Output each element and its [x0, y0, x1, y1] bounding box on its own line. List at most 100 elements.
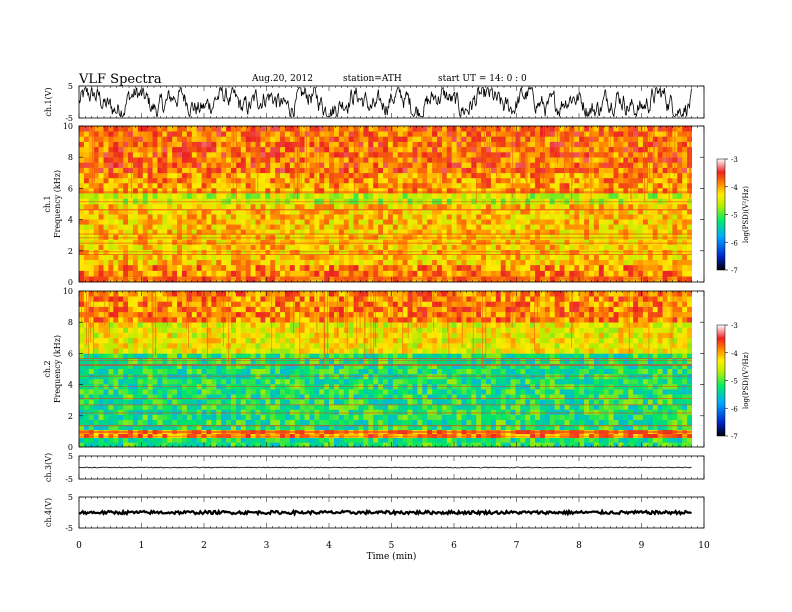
- spectrogram-cell: [471, 270, 477, 277]
- spectrogram-cell: [226, 264, 232, 271]
- spectrogram-cell: [167, 167, 173, 174]
- spectrogram-cell: [142, 214, 148, 220]
- spectrogram-cell: [162, 229, 168, 235]
- spectrogram-cell: [329, 244, 335, 250]
- spectrogram-cell: [510, 198, 516, 205]
- spectrogram-cell: [260, 404, 266, 410]
- spectrogram-cell: [505, 209, 511, 215]
- spectrogram-cell: [539, 244, 546, 250]
- spectrogram-cell: [309, 162, 315, 168]
- spectrogram-cell: [368, 162, 374, 168]
- spectrogram-cell: [422, 239, 428, 245]
- spectrogram-cell: [598, 141, 605, 148]
- spectrogram-cell: [505, 126, 511, 132]
- spectrogram-cell: [368, 177, 374, 184]
- spectrogram-cell: [324, 219, 330, 225]
- spectrogram-cell: [539, 414, 546, 420]
- spectrogram-cell: [260, 419, 266, 426]
- spectrogram-cell: [142, 270, 148, 277]
- spectrogram-cell: [157, 198, 163, 205]
- spectrogram-cell: [392, 442, 399, 448]
- spectrogram-cell: [280, 193, 286, 199]
- spectrogram-cell: [657, 198, 663, 205]
- spectrogram-cell: [319, 429, 325, 435]
- spectrogram-cell: [412, 193, 418, 199]
- spectrogram-cell: [245, 249, 251, 255]
- spectrogram-cell: [436, 259, 443, 266]
- spectrogram-cell: [226, 172, 232, 179]
- spectrogram-cell: [157, 131, 163, 137]
- spectrogram-cell: [235, 214, 242, 220]
- spectrogram-cell: [299, 152, 305, 158]
- spectrogram-cell: [466, 182, 472, 189]
- spectrogram-cell: [397, 259, 403, 266]
- spectrogram-cell: [211, 146, 217, 153]
- spectrogram-cell: [123, 409, 129, 415]
- spectrogram-cell: [373, 254, 379, 261]
- spectrogram-cell: [490, 177, 497, 184]
- spectrogram-cell: [240, 126, 247, 132]
- spectrogram-cell: [88, 177, 95, 184]
- spectrogram-cell: [270, 254, 276, 261]
- spectrogram-cell: [520, 276, 526, 283]
- spectrogram-cell: [441, 414, 448, 420]
- spectrogram-cell: [589, 152, 595, 158]
- spectrogram-cell: [657, 254, 663, 261]
- spectrogram-cell: [608, 131, 614, 137]
- spectrogram-cell: [201, 198, 207, 205]
- spectrogram-cell: [412, 234, 418, 240]
- spectrogram-cell: [358, 419, 364, 426]
- spectrogram-cell: [481, 414, 487, 420]
- spectrogram-cell: [628, 167, 634, 174]
- spectrogram-cell: [162, 204, 168, 210]
- spectrogram-cell: [432, 442, 438, 448]
- spectrogram-cell: [211, 126, 217, 132]
- spectrogram-cell: [211, 157, 217, 163]
- spectrogram-cell: [530, 276, 536, 283]
- spectrogram-cell: [471, 172, 477, 179]
- spectrogram-cell: [564, 126, 570, 132]
- spectrogram-cell: [177, 209, 183, 215]
- spectrogram-cell: [554, 249, 560, 255]
- spectrogram-cell: [147, 239, 153, 245]
- spectrogram-cell: [103, 209, 109, 215]
- spectrogram-cell: [535, 254, 541, 261]
- spectrogram-cell: [324, 419, 330, 426]
- spectrogram-cell: [417, 141, 423, 148]
- spectrogram-cell: [677, 244, 683, 250]
- spectrogram-cell: [353, 188, 359, 194]
- spectrogram-cell: [412, 224, 418, 230]
- spectrogram-cell: [392, 131, 399, 137]
- spectrogram-cell: [549, 270, 555, 277]
- spectrogram-cell: [309, 193, 315, 199]
- spectrogram-cell: [338, 409, 345, 415]
- spectrogram-cell: [118, 244, 124, 250]
- spectrogram-cell: [638, 414, 644, 420]
- spectrogram-cell: [157, 429, 163, 435]
- spectrogram-cell: [456, 162, 462, 168]
- spectrogram-cell: [451, 167, 457, 174]
- spectrogram-cell: [245, 219, 251, 225]
- spectrogram-cell: [363, 249, 369, 255]
- spectrogram-cell: [162, 214, 168, 220]
- spectrogram-cell: [530, 141, 536, 148]
- spectrogram-cell: [486, 131, 492, 137]
- spectrogram-cell: [343, 188, 350, 194]
- spectrogram-cell: [201, 437, 207, 443]
- spectrogram-cell: [93, 234, 99, 240]
- spectrogram-cell: [682, 409, 688, 415]
- spectrogram-cell: [427, 239, 433, 245]
- spectrogram-cell: [510, 209, 516, 215]
- spectrogram-cell: [123, 188, 129, 194]
- spectrogram-cell: [422, 136, 428, 142]
- spectrogram-cell: [628, 276, 634, 283]
- spectrogram-cell: [422, 172, 428, 179]
- spectrogram-cell: [196, 141, 202, 148]
- spectrogram-cell: [226, 219, 232, 225]
- spectrogram-cell: [206, 146, 212, 153]
- spectrogram-cell: [687, 229, 693, 235]
- spectrogram-cell: [294, 244, 300, 250]
- spectrogram-cell: [348, 182, 354, 189]
- spectrogram-cell: [93, 424, 99, 431]
- spectrogram-cell: [181, 419, 188, 426]
